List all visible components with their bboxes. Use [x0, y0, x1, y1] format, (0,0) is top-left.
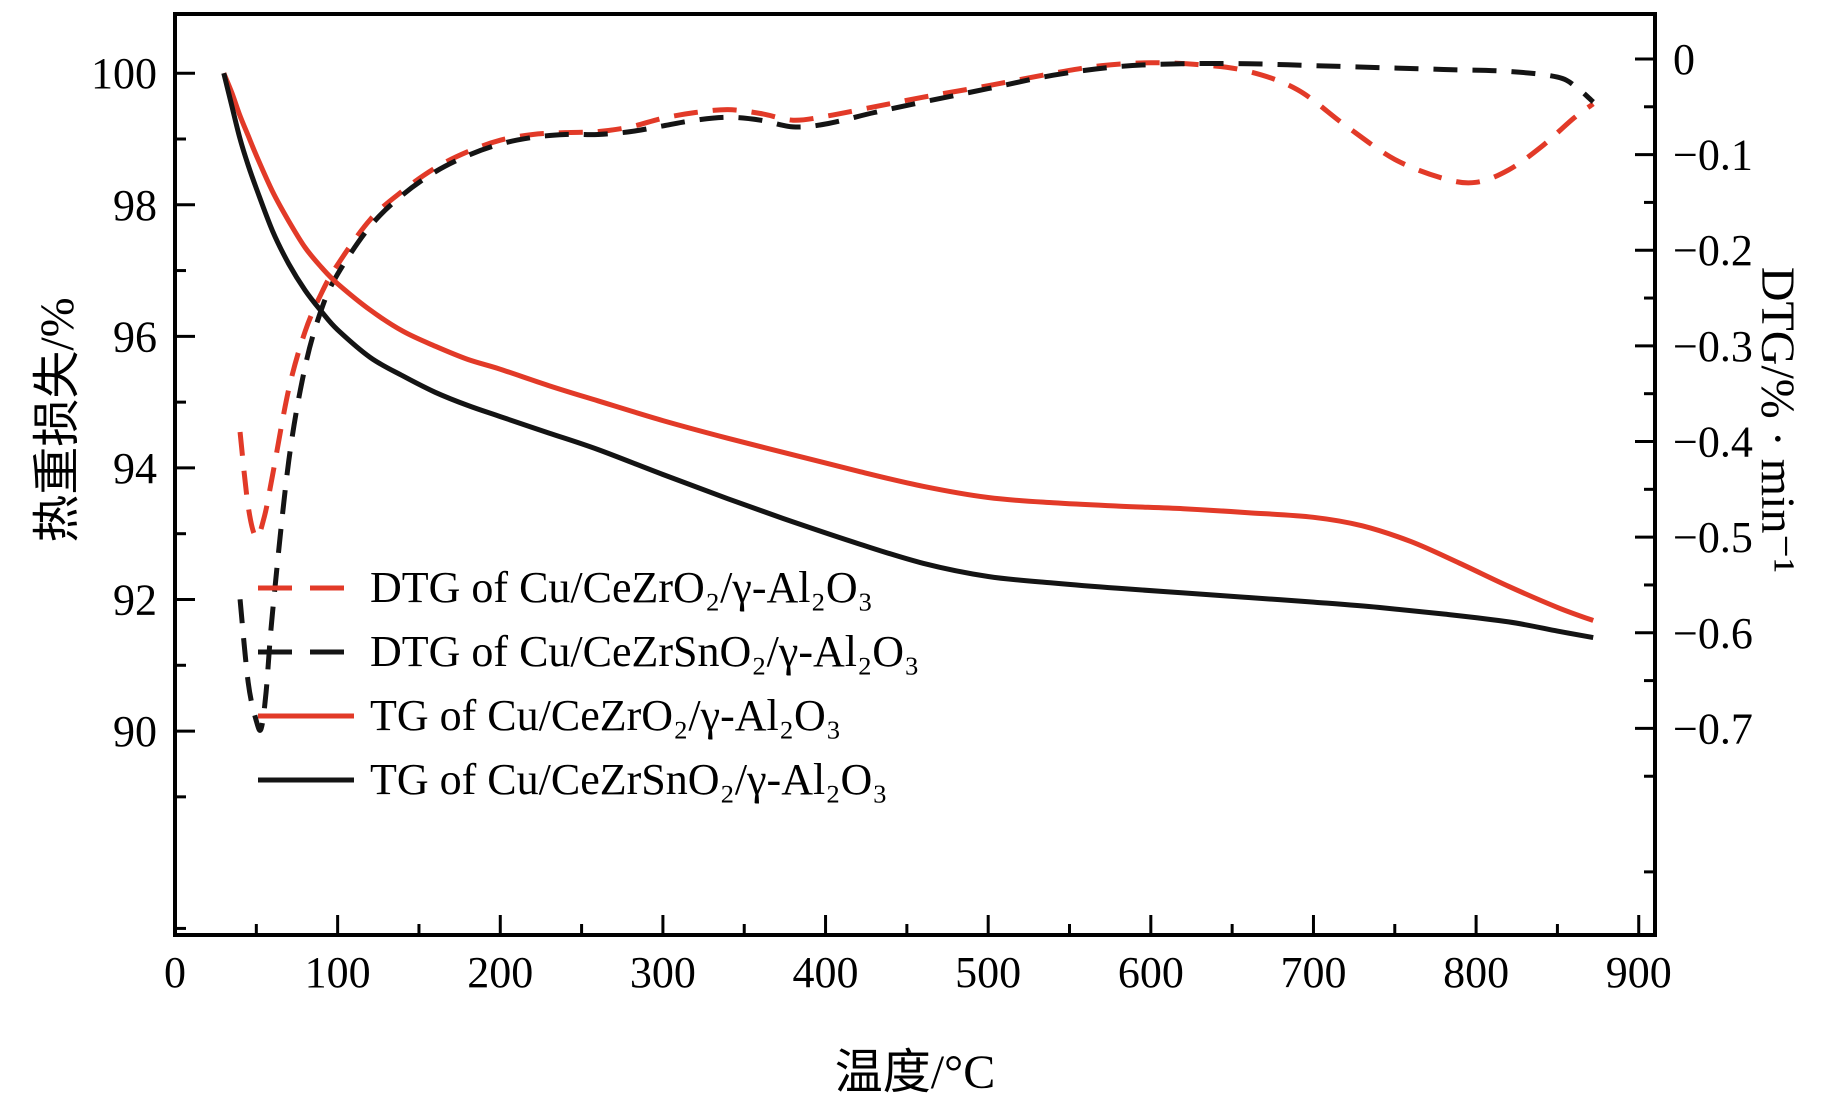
tick-label: 400 [793, 948, 859, 997]
tick-label: −0.3 [1673, 322, 1753, 371]
tick-label: −0.1 [1673, 131, 1753, 180]
tick-label: 0 [164, 948, 186, 997]
legend-line-sample [258, 583, 354, 593]
series-curve-1 [237, 60, 1595, 733]
legend-item-dtg-cezrsno2: DTG of Cu/CeZrSnO₂/γ-Al₂O₃ [258, 620, 919, 684]
legend-item-tg-cezrsno2: TG of Cu/CeZrSnO₂/γ-Al₂O₃ [258, 748, 919, 812]
tick-label: 800 [1443, 948, 1509, 997]
tick-label: 300 [630, 948, 696, 997]
tick-label: 98 [113, 181, 157, 230]
tick-label: 100 [91, 49, 157, 98]
legend: DTG of Cu/CeZrO₂/γ-Al₂O₃ DTG of Cu/CeZrS… [258, 556, 919, 812]
series-curve-3 [221, 72, 1594, 641]
tick-label: −0.4 [1673, 418, 1753, 467]
tick-label: 94 [113, 444, 157, 493]
tick-label: 0 [1673, 35, 1695, 84]
tick-label: −0.5 [1673, 513, 1753, 562]
legend-line-sample [258, 775, 354, 785]
plot-border [173, 12, 1657, 937]
legend-line-sample [258, 647, 354, 657]
legend-label: DTG of Cu/CeZrSnO₂/γ-Al₂O₃ [370, 627, 920, 676]
tick-label: 900 [1606, 948, 1672, 997]
tick-label: 500 [955, 948, 1021, 997]
right-y-axis-label: DTG/% · min⁻¹ [1751, 266, 1804, 574]
series-curve-0 [237, 60, 1595, 540]
x-axis-label: 温度/°C [834, 1046, 996, 1099]
tick-label: 600 [1118, 948, 1184, 997]
legend-item-dtg-cezro2: DTG of Cu/CeZrO₂/γ-Al₂O₃ [258, 556, 919, 620]
left-y-axis-label: 热重损失/% [31, 297, 84, 543]
tick-label: −0.6 [1673, 609, 1753, 658]
legend-line-sample [258, 711, 354, 721]
tick-label: −0.7 [1673, 704, 1753, 753]
series-curve-2 [221, 72, 1595, 623]
tick-label: 96 [113, 312, 157, 361]
legend-label: TG of Cu/CeZrO₂/γ-Al₂O₃ [370, 691, 842, 740]
tick-label: 100 [305, 948, 371, 997]
legend-label: TG of Cu/CeZrSnO₂/γ-Al₂O₃ [370, 755, 888, 804]
legend-item-tg-cezro2: TG of Cu/CeZrO₂/γ-Al₂O₃ [258, 684, 919, 748]
legend-label: DTG of Cu/CeZrO₂/γ-Al₂O₃ [370, 563, 873, 612]
tick-label: 200 [467, 948, 533, 997]
tick-label: 700 [1280, 948, 1346, 997]
tick-label: −0.2 [1673, 226, 1753, 275]
tick-label: 92 [113, 575, 157, 624]
tick-label: 90 [113, 707, 157, 756]
